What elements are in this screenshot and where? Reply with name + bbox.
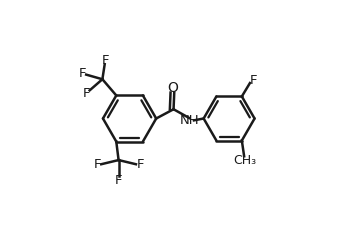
Text: F: F <box>101 54 109 67</box>
Text: F: F <box>82 87 90 100</box>
Text: F: F <box>115 174 122 187</box>
Text: F: F <box>78 67 86 80</box>
Text: F: F <box>93 158 101 171</box>
Text: F: F <box>136 158 144 171</box>
Text: F: F <box>250 74 257 87</box>
Text: O: O <box>167 81 178 95</box>
Text: CH₃: CH₃ <box>233 154 256 167</box>
Text: NH: NH <box>180 114 200 127</box>
